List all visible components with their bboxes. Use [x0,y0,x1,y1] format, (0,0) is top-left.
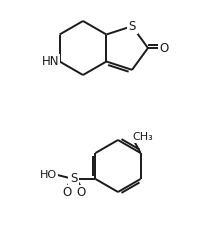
Text: O: O [77,186,86,199]
Text: S: S [70,173,77,186]
Text: S: S [128,20,136,33]
Text: HN: HN [42,55,60,68]
Text: O: O [63,186,72,199]
Text: O: O [159,41,169,55]
Text: HO: HO [40,170,57,180]
Text: CH₃: CH₃ [132,132,153,142]
